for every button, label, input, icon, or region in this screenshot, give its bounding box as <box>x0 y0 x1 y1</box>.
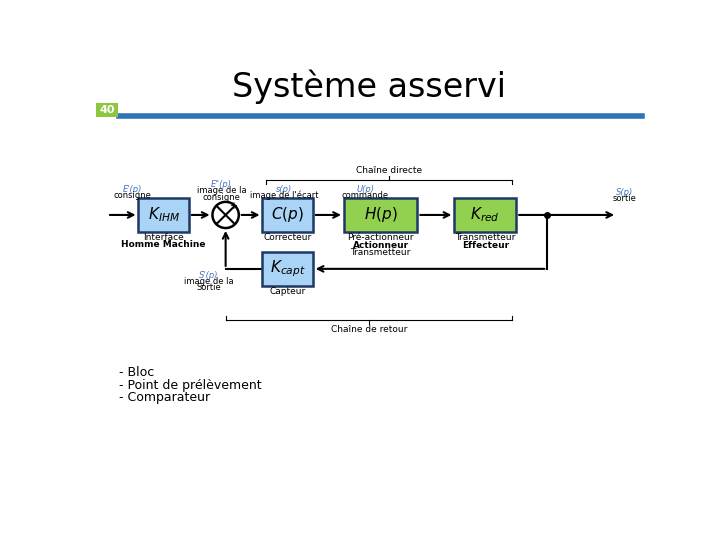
Text: Capteur: Capteur <box>269 287 306 296</box>
Text: Système asservi: Système asservi <box>232 69 506 104</box>
Text: s(p): s(p) <box>276 185 292 194</box>
FancyBboxPatch shape <box>96 103 118 117</box>
Text: $K_{capt}$: $K_{capt}$ <box>270 259 305 279</box>
Text: $K_{IHM}$: $K_{IHM}$ <box>148 206 180 224</box>
Text: - Bloc: - Bloc <box>120 366 155 379</box>
FancyBboxPatch shape <box>262 252 312 286</box>
Text: E"(p): E"(p) <box>211 180 233 189</box>
Text: sortie: sortie <box>613 194 636 203</box>
Text: Transmetteur: Transmetteur <box>351 248 411 258</box>
Text: Correcteur: Correcteur <box>264 233 312 242</box>
Text: $C(p)$: $C(p)$ <box>271 205 304 225</box>
Text: commande: commande <box>341 191 389 200</box>
Text: Actionneur: Actionneur <box>353 241 409 249</box>
Text: $H(p)$: $H(p)$ <box>364 205 397 225</box>
Text: U(p): U(p) <box>356 185 374 194</box>
Text: E'(p): E'(p) <box>122 185 142 194</box>
FancyBboxPatch shape <box>454 198 516 232</box>
Text: Pré-actionneur: Pré-actionneur <box>347 233 414 242</box>
Text: +: + <box>229 201 237 212</box>
Text: 40: 40 <box>99 105 114 115</box>
Text: image de la: image de la <box>184 277 233 286</box>
Text: Transmetteur: Transmetteur <box>455 233 516 242</box>
Text: Chaîne directe: Chaîne directe <box>356 166 423 175</box>
Text: - Comparateur: - Comparateur <box>120 391 210 404</box>
FancyBboxPatch shape <box>138 198 189 232</box>
Text: - Point de prélèvement: - Point de prélèvement <box>120 379 262 392</box>
Text: image de la: image de la <box>197 186 246 195</box>
Text: consigne: consigne <box>113 191 151 200</box>
Text: consigne: consigne <box>203 193 240 201</box>
Text: Chaîne de retour: Chaîne de retour <box>330 326 408 334</box>
Text: Homme Machine: Homme Machine <box>122 240 206 249</box>
FancyBboxPatch shape <box>262 198 312 232</box>
Text: -: - <box>215 217 220 230</box>
Text: Sortie: Sortie <box>196 284 221 293</box>
Text: Effecteur: Effecteur <box>462 241 509 249</box>
Text: image de l'écart: image de l'écart <box>250 191 318 200</box>
Text: $K_{red}$: $K_{red}$ <box>470 206 500 224</box>
Text: Interface: Interface <box>143 233 184 242</box>
Text: S'(p): S'(p) <box>199 271 218 280</box>
Text: S(p): S(p) <box>616 188 634 197</box>
FancyBboxPatch shape <box>344 198 418 232</box>
